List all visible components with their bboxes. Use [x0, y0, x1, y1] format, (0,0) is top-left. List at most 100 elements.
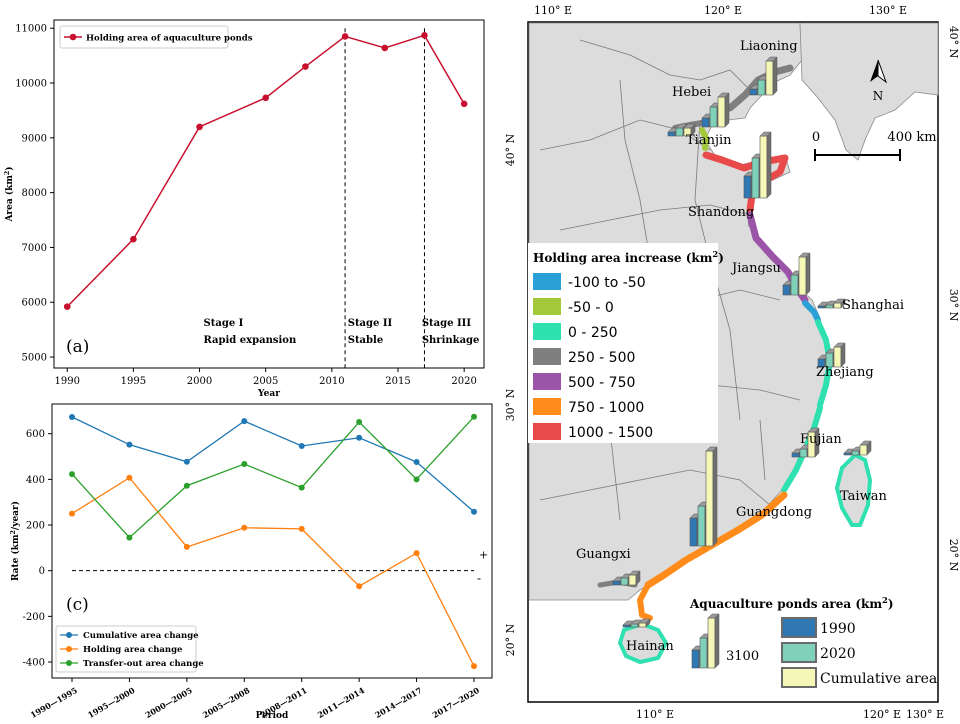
scale-bar: 0 400 km — [812, 130, 937, 161]
bar-2020 — [751, 157, 760, 199]
bar-cumulative-side — [840, 342, 846, 368]
stage-name: Stage III — [422, 318, 472, 329]
bar-cumulative-side — [772, 56, 778, 96]
legend-label: Cumulative area change — [83, 631, 199, 641]
province-label-guangdong: Guangdong — [736, 505, 812, 520]
bar-cumulative — [717, 96, 726, 128]
data-point — [356, 434, 363, 441]
province-label-liaoning: Liaoning — [740, 39, 798, 54]
ponds-swatch — [781, 667, 817, 688]
x-tick-label: 2017—2020 — [431, 685, 482, 720]
data-point — [471, 413, 477, 420]
bar-1990 — [791, 452, 800, 458]
coast-shanghai — [802, 300, 821, 323]
legend-marker — [66, 632, 72, 638]
x-tick-label: 1990 — [55, 376, 80, 387]
data-point — [341, 33, 349, 40]
bar-cumulative-side — [866, 440, 872, 456]
bar-cumulative — [638, 622, 647, 628]
data-point — [413, 550, 420, 557]
bar-2020 — [630, 623, 639, 628]
series-line — [71, 416, 475, 539]
bar-2020 — [757, 79, 766, 96]
increase-label: 500 - 750 — [568, 375, 635, 391]
province-labels: Liaoning Hebei Tianjin Shandong Jiangsu Shang… — [576, 39, 904, 654]
x-tick-label: 2014—2017 — [373, 685, 423, 720]
bar-1990 — [691, 649, 700, 669]
lon-label-top: 110° E — [534, 4, 572, 17]
bar-2020 — [699, 637, 708, 669]
x-tick-label: 1990—1995 — [29, 685, 79, 720]
bar-2020 — [825, 304, 834, 309]
taiwan-island — [834, 452, 873, 527]
bar-cumulative — [798, 256, 807, 296]
data-point — [130, 235, 137, 243]
bar-1990 — [782, 284, 791, 296]
stage-desc: Shrinkage — [422, 335, 480, 346]
legend-marker — [66, 660, 72, 666]
province-label-hebei: Hebei — [672, 85, 711, 100]
data-point — [471, 508, 477, 515]
province-bars — [612, 56, 872, 669]
data-point — [262, 94, 269, 102]
y-tick-label: 0 — [39, 566, 45, 577]
bar-cumulative-side — [645, 618, 651, 628]
legend-label: Holding area of aquaculture ponds — [86, 34, 253, 44]
panel-label-a: (a) — [66, 337, 89, 357]
bar-1990 — [743, 175, 752, 199]
ponds-label: 2020 — [820, 646, 856, 662]
data-point — [241, 524, 248, 531]
coordinate-labels: 110° E 120° E 130° E 110° E 120° E 130° E 40° … — [504, 4, 960, 721]
x-axis-label: Period — [256, 711, 289, 721]
lat-label-right: 20° N — [947, 539, 960, 572]
province-label-guangxi: Guangxi — [576, 547, 631, 562]
increase-label: 250 - 500 — [568, 350, 635, 366]
data-point — [413, 458, 420, 465]
bar-cumulative-side — [714, 613, 720, 669]
coastal-map: 110° E 120° E 130° E 110° E 120° E 130° E 40° … — [504, 4, 960, 721]
north-arrow-icon: N — [870, 59, 888, 103]
data-point — [126, 441, 133, 448]
x-tick-label: 1995—2000 — [86, 685, 137, 720]
y-tick-label: -200 — [23, 612, 45, 623]
scale-start-label: 0 — [812, 130, 820, 145]
bar-2020 — [675, 127, 684, 137]
increase-swatch — [533, 298, 561, 315]
legend-box — [55, 625, 197, 673]
province-label-tianjin: Tianjin — [686, 133, 732, 148]
legend-label: Transfer-out area change — [83, 659, 204, 669]
increase-label: -50 - 0 — [568, 300, 614, 316]
bar-cumulative-side — [690, 123, 696, 137]
bar-cumulative-side — [805, 252, 811, 296]
x-tick-label: 1995 — [121, 376, 146, 387]
data-point — [356, 419, 363, 426]
increase-swatch — [533, 423, 561, 440]
data-point — [298, 525, 305, 532]
y-axis-label: Area (km2) — [4, 166, 16, 222]
bar-cumulative — [759, 135, 768, 199]
scale-end-label: 400 km — [887, 130, 936, 145]
province-label-hainan: Hainan — [626, 639, 674, 654]
ponds-label: 1990 — [820, 621, 856, 637]
legend-label: Holding area change — [83, 645, 183, 655]
panel-label-c: (c) — [66, 595, 89, 615]
lat-label-right: 30° N — [947, 289, 960, 322]
bar-1990 — [843, 452, 852, 456]
x-tick-label: 2000—2005 — [143, 685, 193, 720]
bar-cumulative — [833, 346, 842, 368]
data-point — [302, 63, 309, 70]
stage-desc: Rapid expansion — [204, 335, 297, 346]
bar-cumulative — [707, 617, 716, 669]
data-point — [69, 471, 75, 478]
north-label: N — [873, 89, 884, 103]
x-tick-label: 2011—2014 — [316, 685, 367, 720]
data-point — [183, 458, 190, 465]
increase-legend: Holding area increase (km2) -100 to -50 -5… — [528, 243, 724, 443]
increase-label: -100 to -50 — [568, 275, 646, 291]
plus-label: + — [479, 549, 488, 562]
series-line — [71, 416, 475, 513]
increase-swatch — [533, 348, 561, 365]
stage-name: Stage II — [348, 318, 393, 329]
ponds-reference-value: 3100 — [726, 649, 759, 664]
x-tick-label: 2015 — [385, 376, 410, 387]
